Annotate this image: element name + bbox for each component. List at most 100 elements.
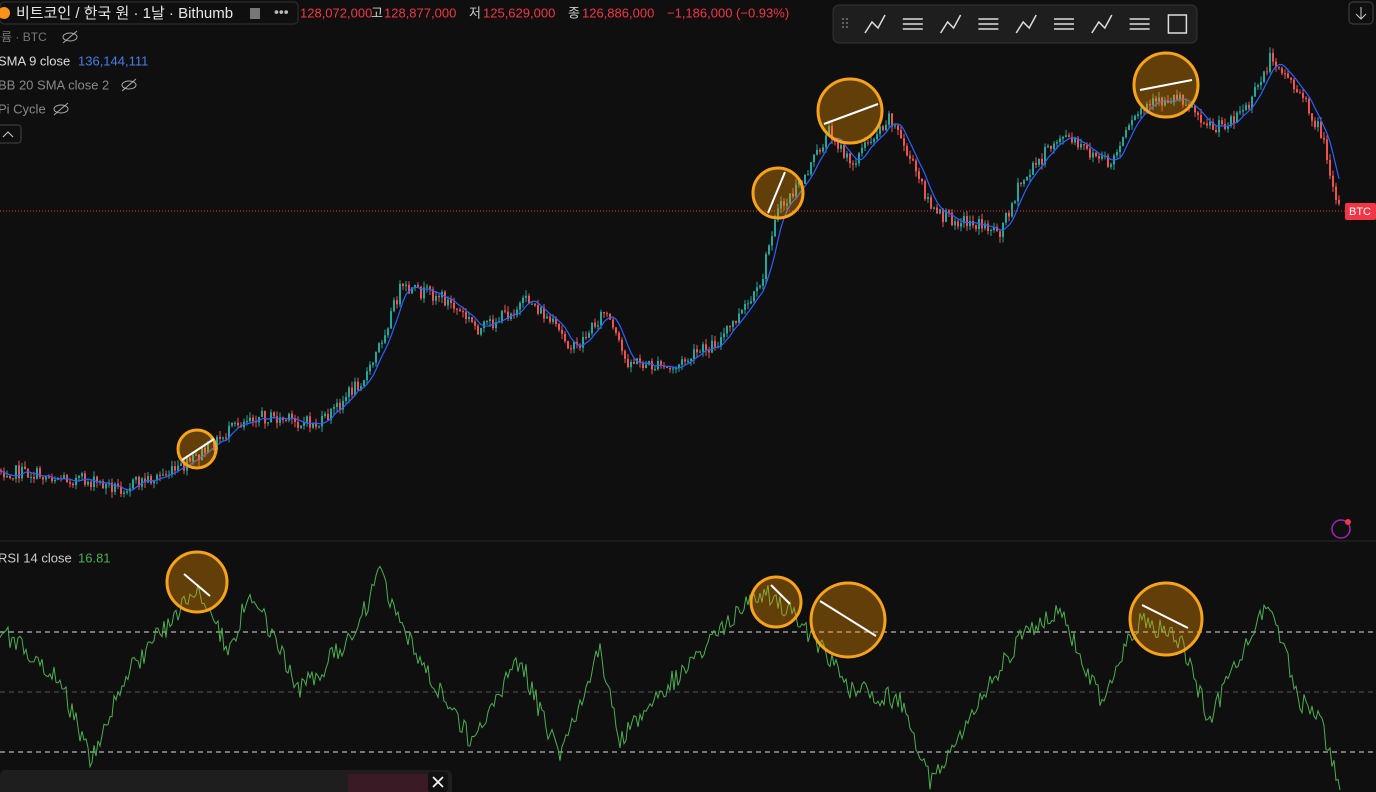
candle <box>603 311 605 314</box>
pi-indicator[interactable]: Pi Cycle <box>0 101 46 116</box>
candle <box>174 466 176 471</box>
candle <box>537 305 539 314</box>
candle <box>249 417 251 422</box>
candle <box>609 313 611 320</box>
price-pane <box>0 47 1340 498</box>
drawing-toolbar <box>832 4 1198 44</box>
candle <box>1029 174 1031 178</box>
candle <box>12 478 14 480</box>
candle <box>1335 186 1337 200</box>
candle <box>1263 71 1265 83</box>
open-value: 128,072,000 <box>300 5 372 20</box>
candle <box>894 125 896 127</box>
hidden-icon[interactable] <box>121 78 137 92</box>
candle <box>582 337 584 348</box>
more-button[interactable]: ••• <box>274 4 289 20</box>
candle <box>543 307 545 319</box>
candle <box>885 124 887 131</box>
candle <box>477 325 479 335</box>
candle <box>96 476 98 483</box>
candle <box>216 436 218 451</box>
candle <box>318 426 320 428</box>
candle <box>1185 104 1187 106</box>
candle <box>738 313 740 323</box>
tool-icon[interactable] <box>1167 14 1188 34</box>
bb-indicator[interactable]: BB 20 SMA close 2 <box>0 77 109 92</box>
candle <box>942 209 944 222</box>
candle <box>444 291 446 306</box>
candle <box>672 368 674 370</box>
candle <box>105 484 107 489</box>
candle <box>1101 156 1103 159</box>
volume-indicator[interactable]: 볼륨 · BTC <box>0 30 47 44</box>
tool-icon[interactable] <box>902 18 923 30</box>
candle <box>990 229 992 232</box>
hidden-icon[interactable] <box>62 30 78 44</box>
tool-icon[interactable] <box>1129 18 1150 30</box>
candle <box>933 207 935 209</box>
candle <box>324 413 326 416</box>
candle <box>72 483 74 486</box>
candle <box>849 153 851 164</box>
tool-icon[interactable] <box>864 14 886 34</box>
trend-line <box>183 573 211 597</box>
rsi-indicator[interactable]: RSI 14 close <box>0 550 72 565</box>
candle <box>945 210 947 222</box>
candle <box>1308 98 1310 114</box>
flag-icon[interactable] <box>250 8 260 19</box>
candle <box>1251 96 1253 109</box>
candle <box>1083 143 1085 146</box>
candle <box>1206 123 1208 126</box>
candle <box>852 163 854 165</box>
tool-icon[interactable] <box>939 14 962 34</box>
candle <box>1035 163 1037 165</box>
candle <box>1332 175 1334 187</box>
candle <box>759 285 761 288</box>
candle <box>195 454 197 456</box>
candle <box>456 308 458 310</box>
tool-glyph <box>1091 14 1113 34</box>
candle <box>1215 129 1217 133</box>
candle <box>321 415 323 427</box>
candle <box>348 387 350 398</box>
candle <box>315 422 317 427</box>
candle <box>471 317 473 322</box>
tool-icon[interactable] <box>978 18 999 30</box>
tool-icon[interactable] <box>1091 14 1113 34</box>
candle <box>954 221 956 226</box>
candle <box>630 361 632 368</box>
tool-icon[interactable] <box>1054 18 1074 30</box>
candle <box>432 289 434 301</box>
tool-icon[interactable] <box>1015 14 1037 34</box>
candle <box>219 436 221 439</box>
candle <box>633 361 635 364</box>
candle <box>702 344 704 352</box>
alert-icon[interactable] <box>1331 519 1351 539</box>
candle <box>870 141 872 143</box>
candle <box>1326 139 1328 160</box>
news-popup[interactable] <box>0 770 452 792</box>
hidden-icon[interactable] <box>53 102 69 116</box>
candle <box>33 476 35 479</box>
sma-indicator[interactable]: SMA 9 close <box>0 53 70 68</box>
candle <box>183 463 185 471</box>
trend-line <box>823 103 879 125</box>
candle <box>750 301 752 304</box>
candle <box>651 361 653 370</box>
candle <box>1197 112 1199 115</box>
candle <box>1170 102 1172 104</box>
candle <box>822 147 824 152</box>
candle <box>228 425 230 438</box>
candle <box>1026 177 1028 181</box>
symbol-box[interactable] <box>0 1 299 25</box>
highlight-circle <box>749 575 803 629</box>
candle <box>987 223 989 232</box>
symbol[interactable]: 비트코인 / 한국 원 · 1날 · Bithumb <box>16 5 233 22</box>
candle <box>570 348 572 350</box>
candle <box>1020 182 1022 184</box>
candle <box>342 400 344 410</box>
candle <box>1038 158 1040 165</box>
candle <box>144 478 146 483</box>
candle <box>312 422 314 428</box>
